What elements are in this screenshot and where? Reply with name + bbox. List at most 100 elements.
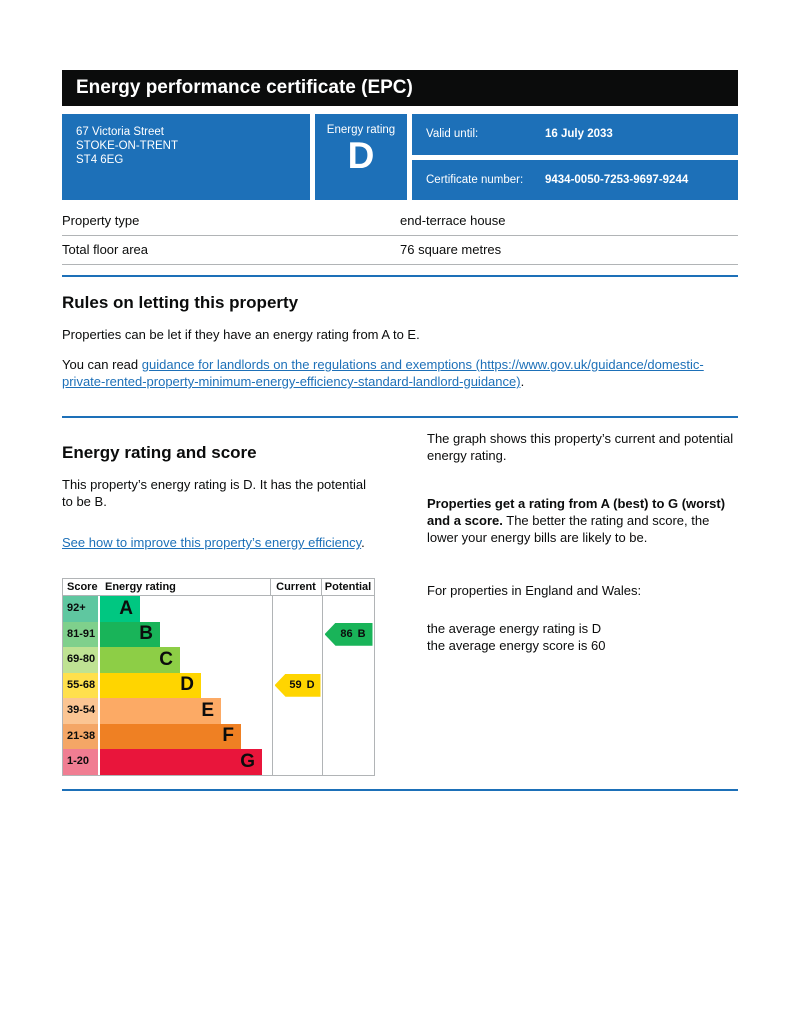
current-cell-a [272,596,322,622]
chart-header-score: Score [67,581,98,593]
band-score-range: 21-38 [63,723,98,749]
potential-cell-e [322,698,374,724]
energy-rating-label: Energy rating [326,124,396,136]
band-bar-b: B [100,621,160,647]
certificate-number-row: Certificate number: 9434-0050-7253-9697-… [412,159,738,200]
current-rating-pointer: 59 D [274,673,321,697]
potential-cell-d [322,672,374,698]
certificate-number-value: 9434-0050-7253-9697-9244 [545,173,689,186]
potential-rating-pointer-score: 86 [340,628,353,641]
address-line-3: ST4 6EG [76,154,124,166]
energy-rating-badge: Energy rating D [315,114,407,200]
rating-heading: Energy rating and score [62,443,257,462]
band-bar-track: G [98,749,272,775]
page-title: Energy performance certificate (EPC) [62,70,738,106]
guidance-paragraph: You can read guidance for landlords on t… [62,356,738,390]
property-type-label: Property type [62,213,140,228]
current-rating-pointer-band: D [306,679,315,692]
band-score-range: 1-20 [63,749,98,775]
current-cell-f [272,723,322,749]
improve-paragraph: See how to improve this property’s energ… [62,534,380,551]
address-line-2: STOKE-ON-TRENT [76,140,179,152]
average-rating-line: the average energy rating is D [427,621,602,636]
band-bar-track: A [98,596,272,622]
band-bar-d: D [100,672,201,698]
chart-header-energy-rating: Energy rating [105,581,176,593]
total-floor-area-row: Total floor area 76 square metres [62,236,738,265]
chart-band-row-c: 69-80 C [63,647,374,673]
current-rating-pointer-score: 59 [289,679,302,692]
section-divider [62,416,738,418]
rating-right-column: The graph shows this property’s current … [427,427,738,776]
band-bar-f: F [100,723,241,749]
chart-band-row-b: 81-91 B 86 B [63,621,374,647]
band-bar-track: D [98,672,272,698]
total-floor-area-value: 76 square metres [400,242,502,257]
chart-band-row-a: 92+ A [63,596,374,622]
chart-body: 92+ A 81-91 B 86 B 69-80 C 55-68 D 59 D 39-54 E 21-38 F… [63,596,374,775]
total-floor-area-label: Total floor area [62,242,148,257]
band-score-range: 92+ [63,596,98,622]
current-cell-c [272,647,322,673]
graph-description: The graph shows this property’s current … [427,431,734,463]
band-score-range: 81-91 [63,621,98,647]
potential-cell-f [322,723,374,749]
property-type-value: end-terrace house [400,213,506,228]
section-divider [62,788,738,791]
potential-cell-g [322,749,374,775]
valid-until-label: Valid until: [426,128,479,141]
rating-explanation-bold: Properties get a rating from A (best) to… [427,496,726,528]
valid-until-value: 16 July 2033 [545,128,613,141]
average-values: the average energy rating is D the averag… [427,620,738,654]
band-score-range: 55-68 [63,672,98,698]
rules-heading: Rules on letting this property [62,293,299,312]
guidance-prefix: You can read [62,357,142,372]
validity-block: Valid until: 16 July 2033 Certificate nu… [412,114,738,200]
band-score-range: 39-54 [63,698,98,724]
certificate-summary-box: 67 Victoria Street STOKE-ON-TRENT ST4 6E… [62,114,738,200]
chart-header-potential: Potential [321,579,374,595]
band-bar-track: B [98,621,272,647]
improve-suffix: . [361,535,365,550]
rating-left-column: Energy rating and score This property’s … [62,427,380,776]
address-line-1: 67 Victoria Street [76,126,165,138]
valid-until-row: Valid until: 16 July 2033 [412,114,738,155]
energy-rating-value: D [347,135,375,176]
band-score-range: 69-80 [63,647,98,673]
band-bar-e: E [100,698,221,724]
landlord-guidance-link[interactable]: guidance for landlords on the regulation… [62,357,704,389]
average-score-line: the average energy score is 60 [427,638,606,653]
potential-rating-pointer-band: B [357,628,366,641]
current-cell-b [272,621,322,647]
potential-rating-pointer: 86 B [324,622,373,646]
rating-explanation-rest: The better the rating and score, the low… [427,513,710,545]
band-bar-track: C [98,647,272,673]
chart-band-row-f: 21-38 F [63,723,374,749]
band-bar-track: E [98,698,272,724]
section-divider [62,275,738,277]
chart-band-row-e: 39-54 E [63,698,374,724]
current-cell-e [272,698,322,724]
property-details-table: Property type end-terrace house Total fl… [62,207,738,265]
current-cell-g [272,749,322,775]
property-type-row: Property type end-terrace house [62,207,738,236]
guidance-suffix: . [520,374,525,389]
band-bar-g: G [100,749,262,775]
current-cell-d: 59 D [272,672,322,698]
band-bar-c: C [100,647,180,673]
rating-summary-paragraph: This property’s energy rating is D. It h… [62,477,366,509]
address-block: 67 Victoria Street STOKE-ON-TRENT ST4 6E… [62,114,310,200]
improve-efficiency-link[interactable]: See how to improve this property’s energ… [62,535,362,550]
band-bar-a: A [100,596,140,622]
certificate-number-label: Certificate number: [426,173,524,186]
potential-cell-b: 86 B [322,621,374,647]
epc-rating-chart: Score Energy rating Current Potential 92… [62,578,375,776]
rules-paragraph: Properties can be let if they have an en… [62,327,420,342]
england-wales-intro: For properties in England and Wales: [427,583,642,598]
chart-header-current: Current [270,579,321,595]
band-bar-track: F [98,723,272,749]
potential-cell-a [322,596,374,622]
rating-explanation: Properties get a rating from A (best) to… [427,495,738,546]
energy-rating-section: Energy rating and score This property’s … [62,427,738,776]
